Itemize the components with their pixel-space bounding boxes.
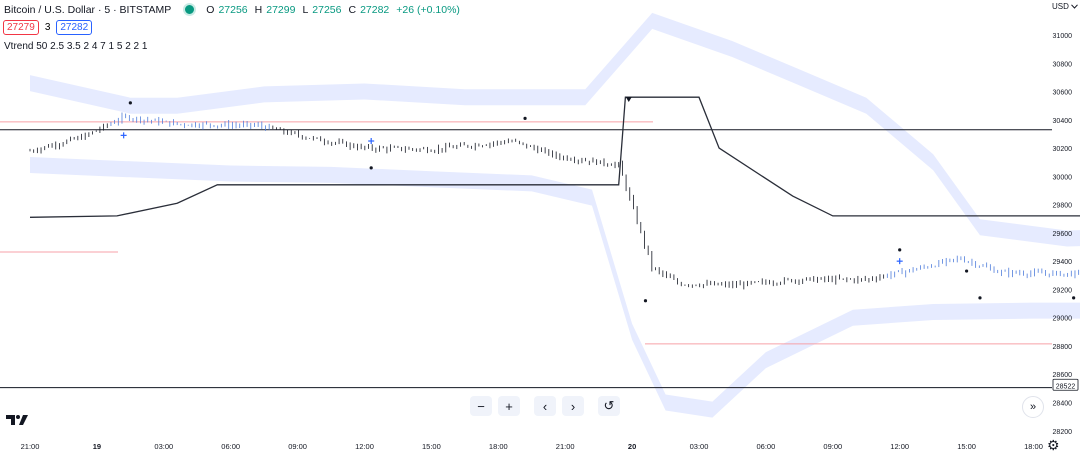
signal-dot xyxy=(978,296,982,300)
sell-button[interactable]: 27279 xyxy=(3,20,39,35)
price-axis[interactable]: 31000 30800 30600 30400 30200 30000 29800 29600… xyxy=(1052,33,1079,436)
y-tick-label: 29200 xyxy=(1053,287,1073,294)
market-status-icon xyxy=(183,3,197,16)
x-tick-label: 15:00 xyxy=(957,442,976,451)
zoom-out-button[interactable]: − xyxy=(470,396,492,416)
y-tick-label: 29800 xyxy=(1053,203,1073,210)
order-buttons: 27279 3 27282 xyxy=(3,20,93,35)
y-tick-label: 28200 xyxy=(1053,429,1073,436)
y-tick-label: 30200 xyxy=(1053,146,1073,153)
y-tick-label: 30800 xyxy=(1053,61,1073,68)
buy-button[interactable]: 27282 xyxy=(56,20,93,35)
trend-stepline xyxy=(29,96,1080,218)
scroll-to-latest-button[interactable]: » xyxy=(1022,396,1044,418)
y-tick-label: 29000 xyxy=(1053,316,1073,323)
scroll-left-button[interactable]: ‹ xyxy=(534,396,556,416)
horizontal-levels xyxy=(0,121,1052,389)
volatility-band xyxy=(30,12,1080,418)
tradingview-logo-icon[interactable] xyxy=(6,414,28,429)
last-price-label: 28522 xyxy=(1052,378,1079,391)
signal-markers xyxy=(120,97,1076,303)
signal-dot xyxy=(643,299,648,303)
y-tick-label: 30600 xyxy=(1053,90,1073,97)
x-tick-label: 03:00 xyxy=(690,442,709,451)
y-tick-label: 28600 xyxy=(1053,372,1073,379)
currency-label: USD xyxy=(1052,2,1069,11)
x-tick-label: 15:00 xyxy=(422,442,441,451)
candles xyxy=(29,112,1080,290)
gear-icon[interactable]: ⚙ xyxy=(1047,437,1060,453)
currency-selector[interactable]: USD xyxy=(1052,2,1078,11)
indicator-label[interactable]: Vtrend 50 2.5 3.5 2 4 7 1 5 2 2 1 xyxy=(4,41,148,52)
symbol-title[interactable]: Bitcoin / U.S. Dollar · 5 · BITSTAMP xyxy=(4,3,172,16)
signal-dot xyxy=(128,101,132,105)
svg-text:28522: 28522 xyxy=(1056,383,1076,390)
x-tick-label: 12:00 xyxy=(890,442,909,451)
y-tick-label: 30000 xyxy=(1053,174,1073,181)
high-key: H xyxy=(254,3,263,16)
buy-signal-cross xyxy=(896,258,903,265)
y-tick-label: 31000 xyxy=(1053,33,1073,40)
spread-value: 3 xyxy=(44,22,51,33)
y-tick-label: 29400 xyxy=(1053,259,1073,266)
chevron-down-icon xyxy=(1071,4,1078,9)
signal-dot xyxy=(1072,296,1076,300)
time-axis[interactable]: 21:00 19 03:00 06:00 09:00 12:00 15:00 18:00 21:… xyxy=(21,442,1043,451)
close-value: 27282 xyxy=(360,3,390,16)
triangle-marker xyxy=(625,97,632,103)
y-tick-label: 28400 xyxy=(1053,401,1073,408)
x-tick-label: 20 xyxy=(628,442,636,451)
low-key: L xyxy=(302,3,309,16)
scroll-right-button[interactable]: › xyxy=(562,396,584,416)
signal-dot xyxy=(965,269,969,273)
x-tick-label: 09:00 xyxy=(288,442,307,451)
x-tick-label: 21:00 xyxy=(556,442,575,451)
symbol-legend: Bitcoin / U.S. Dollar · 5 · BITSTAMP O 27… xyxy=(4,3,463,16)
x-tick-label: 06:00 xyxy=(221,442,240,451)
x-tick-label: 12:00 xyxy=(355,442,374,451)
buy-signal-cross xyxy=(120,132,127,139)
x-tick-label: 03:00 xyxy=(154,442,173,451)
signal-dot xyxy=(369,166,373,170)
x-tick-label: 18:00 xyxy=(489,442,508,451)
x-tick-label: 18:00 xyxy=(1024,442,1043,451)
y-tick-label: 30400 xyxy=(1053,118,1073,125)
x-tick-label: 06:00 xyxy=(757,442,776,451)
reset-chart-button[interactable]: ↺ xyxy=(598,396,620,416)
band-upper xyxy=(30,12,1080,247)
y-tick-label: 29600 xyxy=(1053,231,1073,238)
trend-line xyxy=(29,96,1080,218)
open-value: 27256 xyxy=(218,3,248,16)
close-key: C xyxy=(348,3,357,16)
zoom-in-button[interactable]: + xyxy=(498,396,520,416)
chart-toolbar: − + ‹ › ↺ xyxy=(470,396,620,416)
x-tick-label: 21:00 xyxy=(21,442,40,451)
change-value: +26 (+0.10%) xyxy=(396,3,460,16)
x-tick-label: 09:00 xyxy=(823,442,842,451)
x-tick-label: 19 xyxy=(93,442,101,451)
high-value: 27299 xyxy=(266,3,296,16)
signal-dot xyxy=(898,248,902,252)
buy-signal-cross xyxy=(368,138,375,145)
signal-dot xyxy=(523,116,527,120)
y-tick-label: 28800 xyxy=(1053,344,1073,351)
open-key: O xyxy=(206,3,215,16)
low-value: 27256 xyxy=(312,3,342,16)
